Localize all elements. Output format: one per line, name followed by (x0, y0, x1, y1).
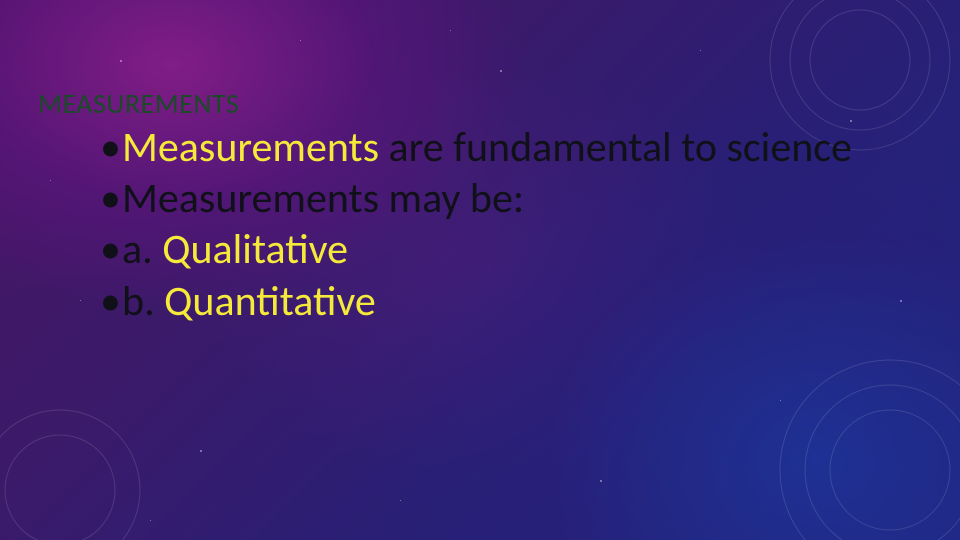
bullet-text: a. (122, 224, 162, 275)
bullet-item: a. Qualitative (100, 224, 900, 275)
bullet-item: Measurements are fundamental to science (100, 122, 900, 173)
bullet-list: Measurements are fundamental to science … (100, 122, 900, 327)
slide-body: Measurements are fundamental to science … (100, 122, 900, 327)
slide-title: MEASUREMENTS (38, 86, 239, 121)
bullet-text: are fundamental to science (379, 122, 852, 173)
bullet-highlight: Qualitative (162, 224, 348, 275)
bullet-text: Measurements may be: (122, 173, 524, 224)
bullet-highlight: Measurements (122, 122, 379, 173)
bullet-highlight: Quantitative (164, 276, 376, 327)
bullet-text: b. (122, 276, 164, 327)
slide: MEASUREMENTS Measurements are fundamenta… (0, 0, 960, 540)
bullet-item: Measurements may be: (100, 173, 900, 224)
bullet-item: b. Quantitative (100, 276, 900, 327)
